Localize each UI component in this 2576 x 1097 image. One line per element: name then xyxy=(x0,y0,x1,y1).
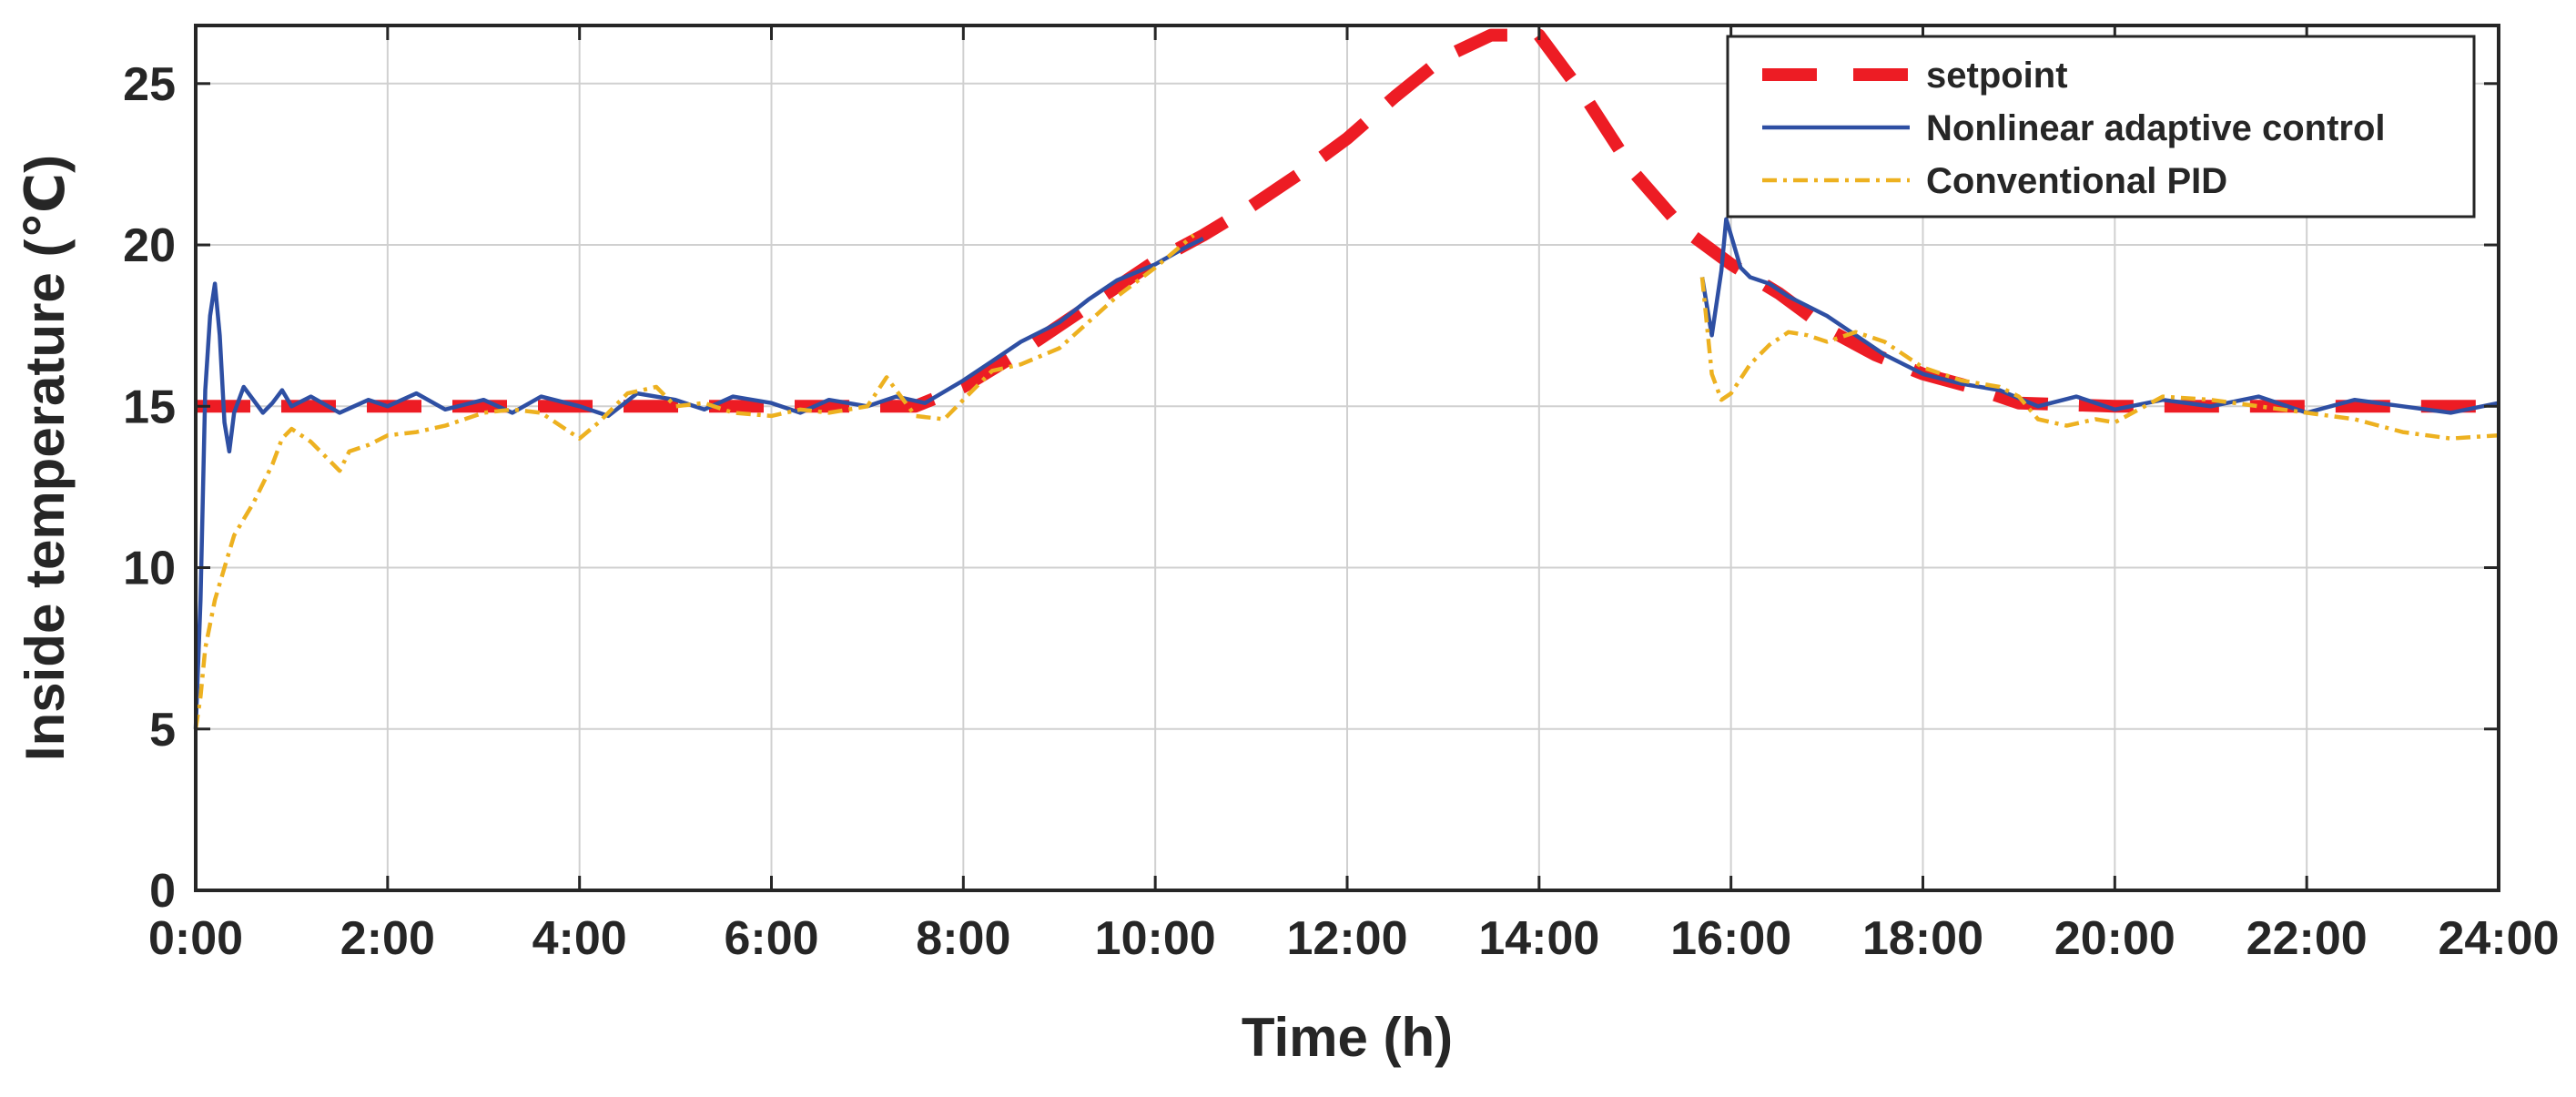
x-tick-label: 8:00 xyxy=(916,912,1010,965)
x-tick-label: 14:00 xyxy=(1478,912,1599,965)
x-tick-label: 18:00 xyxy=(1862,912,1983,965)
y-tick-label: 10 xyxy=(123,543,176,595)
x-tick-label: 16:00 xyxy=(1670,912,1791,965)
y-tick-label: 25 xyxy=(123,58,176,111)
x-tick-label: 20:00 xyxy=(2054,912,2175,965)
x-tick-label: 2:00 xyxy=(340,912,435,965)
y-tick-label: 15 xyxy=(123,381,176,433)
series-line-conventional-pid xyxy=(1699,277,2500,441)
y-tick-label: 20 xyxy=(123,219,176,272)
legend-label-nonlinear-adaptive-control: Nonlinear adaptive control xyxy=(1926,108,2386,148)
x-tick-label: 10:00 xyxy=(1095,912,1216,965)
y-axis-label: Inside temperature (℃) xyxy=(15,155,76,761)
legend-label-conventional-pid: Conventional PID xyxy=(1926,161,2227,201)
series-line-conventional-pid xyxy=(193,233,1195,730)
axis-ticks: 0:00 2:00 4:00 6:00 8:00 10:00 12:00 14:00 16:00… xyxy=(123,25,2560,965)
x-tick-label: 12:00 xyxy=(1287,912,1408,965)
y-tick-label: 5 xyxy=(149,704,176,757)
y-tick-label: 0 xyxy=(149,865,176,918)
legend: setpoint Nonlinear adaptive control Conven… xyxy=(1726,35,2476,218)
series-line-nonlinear-adaptive-control xyxy=(1699,217,2500,415)
x-tick-label: 0:00 xyxy=(148,912,243,965)
x-axis-label: Time (h) xyxy=(1242,1007,1453,1068)
x-tick-label: 22:00 xyxy=(2246,912,2368,965)
x-tick-label: 4:00 xyxy=(532,912,627,965)
series-line-nonlinear-adaptive-control xyxy=(193,236,1204,729)
legend-label-setpoint: setpoint xyxy=(1926,56,2068,96)
data-series xyxy=(193,28,2500,730)
x-tick-label: 24:00 xyxy=(2439,912,2560,965)
x-tick-label: 6:00 xyxy=(724,912,818,965)
